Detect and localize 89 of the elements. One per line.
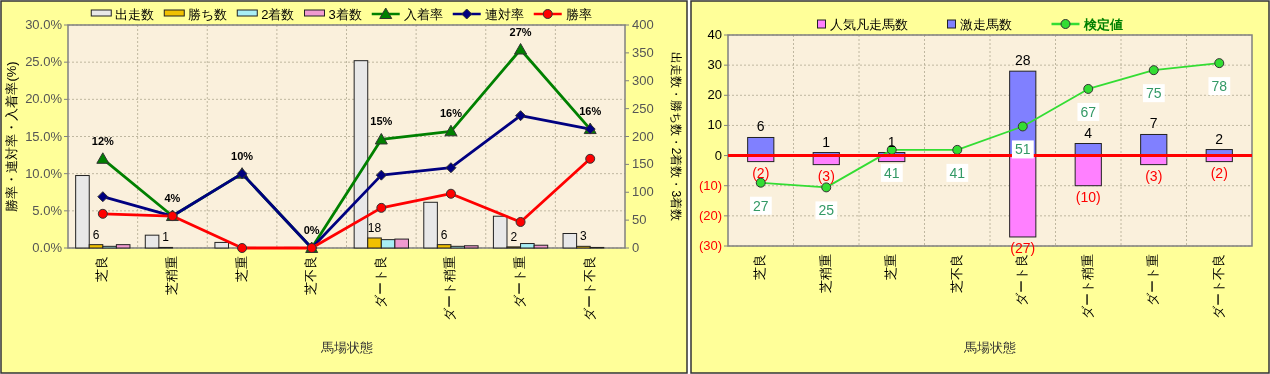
data-label: 25	[818, 202, 835, 219]
data-label: 6	[756, 118, 765, 135]
x-tick-label: 芝重	[883, 254, 899, 280]
y-tick-label: (20)	[698, 207, 722, 223]
data-label: 1	[162, 230, 170, 245]
data-label: 41	[949, 164, 966, 181]
y2-axis-title: 出走数・勝ち数・2着数・3着数	[668, 51, 683, 222]
x-tick-label: 芝良	[94, 256, 110, 282]
legend-label: 連対率	[484, 7, 524, 22]
data-label: (27)	[1010, 239, 1036, 256]
y-tick-label: 15.0%	[25, 128, 63, 144]
data-label: 51	[1014, 141, 1031, 158]
y-tick-label: 30.0%	[25, 17, 63, 32]
y2-tick-label: 150	[632, 156, 654, 172]
legend-label: 出走数	[115, 7, 155, 22]
data-label: 16%	[579, 105, 602, 118]
data-label: 4	[1084, 124, 1093, 141]
legend-label: 勝ち数	[188, 7, 228, 22]
data-label: 2	[510, 229, 518, 244]
data-label: 18	[367, 220, 382, 235]
data-label: (2)	[752, 164, 770, 181]
x-tick-label: 芝稍重	[817, 254, 833, 293]
data-label: 4%	[164, 192, 181, 205]
y-tick-label: 40	[707, 27, 722, 42]
y2-tick-label: 350	[632, 44, 654, 60]
data-label: 1	[822, 133, 831, 150]
y-tick-label: (30)	[698, 238, 722, 253]
y2-tick-label: 200	[632, 128, 654, 144]
y2-tick-label: 300	[632, 72, 654, 88]
x-tick-label: ダート良	[1014, 254, 1030, 306]
y2-tick-label: 400	[632, 17, 654, 32]
legend-label: 勝率	[565, 7, 592, 22]
data-label: 7	[1149, 115, 1158, 132]
y-tick-label: 10	[707, 117, 722, 133]
y-tick-label: (10)	[698, 177, 722, 193]
x-tick-label: ダート稍重	[442, 256, 458, 321]
data-label: 16%	[439, 107, 463, 120]
legend-label: 3着数	[328, 7, 362, 22]
data-label: 1	[887, 133, 896, 150]
y2-tick-label: 50	[632, 212, 647, 228]
data-label: 41	[883, 164, 900, 181]
data-label: 75	[1145, 85, 1162, 102]
y-tick-label: 0.0%	[32, 240, 63, 255]
data-label: (2)	[1210, 164, 1228, 181]
y-tick-label: 10.0%	[25, 165, 63, 181]
x-tick-label: ダート不良	[581, 256, 597, 321]
data-label: 6	[440, 227, 448, 242]
data-label: 67	[1080, 103, 1097, 120]
x-tick-label: 芝稍重	[163, 256, 179, 295]
x-tick-label: ダート稍重	[1079, 254, 1095, 319]
legend-label: 激走馬数	[959, 17, 1012, 32]
x-tick-label: 芝重	[233, 256, 249, 282]
x-tick-label: ダート不良	[1210, 254, 1226, 319]
data-label: 3	[580, 229, 588, 244]
data-label: 12%	[91, 134, 115, 147]
data-label: 15%	[370, 115, 393, 128]
legend-label: 2着数	[261, 7, 295, 22]
y2-tick-label: 0	[632, 240, 640, 255]
y-tick-label: 20	[707, 87, 722, 103]
y2-tick-label: 100	[632, 184, 654, 200]
y-tick-label: 20.0%	[25, 91, 63, 107]
legend-label: 検定値	[1082, 17, 1123, 32]
x-tick-label: 芝不良	[303, 256, 319, 295]
y-axis-title: 勝率・連対率・入着率(%)	[4, 61, 19, 212]
data-label: (3)	[817, 167, 835, 184]
data-label: 28	[1014, 52, 1031, 69]
data-label: 6	[92, 227, 100, 242]
data-label: 0%	[303, 224, 320, 236]
y-tick-label: 30	[707, 57, 722, 73]
data-label: 27%	[509, 25, 532, 38]
data-label: (10)	[1075, 188, 1101, 205]
x-tick-label: ダート良	[372, 256, 388, 308]
data-label: 78	[1211, 78, 1228, 95]
y-tick-label: 25.0%	[25, 54, 63, 70]
legend-label: 入着率	[403, 7, 443, 22]
legend-label: 人気凡走馬数	[829, 17, 908, 32]
y2-tick-label: 250	[632, 100, 654, 116]
x-axis-title: 馬場状態	[963, 340, 1016, 355]
y-tick-label: 5.0%	[32, 202, 63, 218]
x-tick-label: 芝不良	[948, 254, 964, 293]
x-axis-title: 馬場状態	[319, 340, 373, 355]
data-label: 10%	[231, 149, 254, 162]
x-tick-label: 芝良	[752, 254, 768, 280]
data-label: 27	[752, 197, 769, 214]
data-label: (3)	[1145, 167, 1163, 184]
y-tick-label: 0	[714, 147, 722, 163]
x-tick-label: ダート重	[512, 256, 527, 308]
data-label: 2	[1215, 130, 1224, 147]
x-tick-label: ダート重	[1145, 254, 1161, 306]
